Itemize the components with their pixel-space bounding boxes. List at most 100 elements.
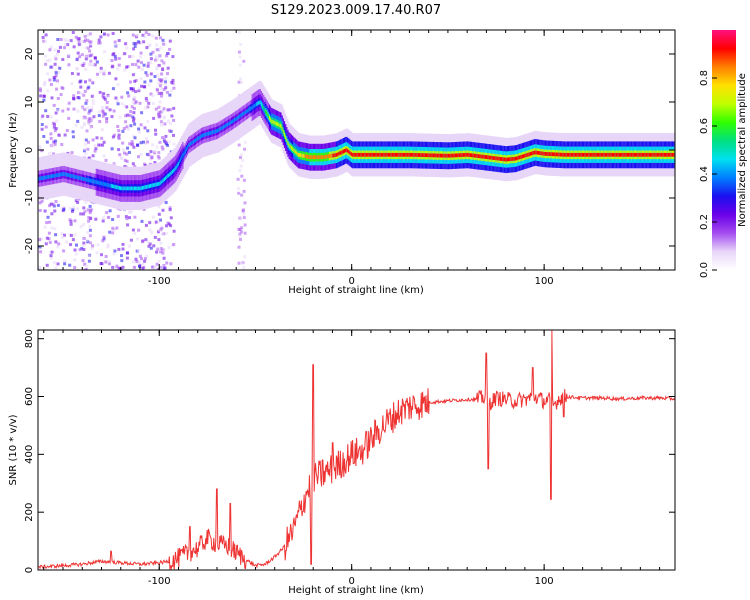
heatmap-cell [117,133,121,137]
heatmap-cell [237,50,241,54]
heatmap-cell [159,120,163,124]
heatmap-cell [353,152,356,157]
heatmap-cell [98,120,102,123]
heatmap-cell [51,121,55,125]
heatmap-cell [157,105,161,109]
heatmap-cell [131,33,135,37]
heatmap-cell [159,181,162,186]
heatmap-cell [88,32,92,36]
heatmap-cell [170,114,174,118]
heatmap-cell [435,153,438,158]
heatmap-cell [163,266,167,270]
heatmap-cell [242,266,246,269]
heatmap-cell [494,156,497,160]
heatmap-cell [108,183,111,188]
heatmap-cell [437,153,440,158]
heatmap-cell [242,216,246,220]
heatmap-cell [157,151,161,155]
heatmap-cell [595,152,598,157]
heatmap-cell [88,178,91,183]
heatmap-cell [292,147,295,151]
heatmap-cell [111,265,115,269]
heatmap-cell [42,135,46,138]
heatmap-cell [150,231,154,235]
heatmap-cell [580,152,583,157]
heatmap-cell [137,155,140,159]
heatmap-cell [106,95,110,99]
heatmap-cell [54,240,58,244]
heatmap-cell [239,153,243,157]
heatmap-cell [164,80,167,84]
heatmap-cell [134,100,138,104]
heatmap-cell [72,174,75,179]
heatmap-cell [132,119,136,123]
heatmap-cell [271,119,274,124]
heatmap-cell [386,152,389,157]
heatmap-cell [82,206,86,210]
heatmap-cell [101,143,105,147]
heatmap-cell [165,54,169,58]
heatmap-cell [166,108,170,112]
heatmap-cell [84,101,88,105]
heatmap-cell [671,152,675,157]
heatmap-cell [238,63,242,67]
heatmap-cell [82,237,85,241]
heatmap-cell [69,243,72,247]
heatmap-cell [238,228,242,232]
heatmap-cell [161,136,164,139]
heatmap-cell [152,215,155,219]
heatmap-cell [129,87,133,91]
heatmap-cell [137,89,141,93]
heatmap-cell [87,118,91,122]
heatmap-cell [210,131,213,135]
heatmap-cell [63,133,67,137]
heatmap-cell [159,36,162,40]
heatmap-cell [40,199,44,203]
heatmap-cell [137,228,141,232]
figure-title: S129.2023.009.17.40.R07 [271,3,441,18]
heatmap-cell [55,173,58,178]
heatmap-cell [62,172,65,176]
heatmap-cell [154,128,157,132]
heatmap-cell [85,129,89,133]
heatmap-cell [57,49,60,53]
heatmap-cell [134,90,138,94]
heatmap-cell [117,129,121,133]
heatmap-cell [166,66,170,70]
heatmap-cell [97,114,101,117]
heatmap-cell [102,216,105,220]
heatmap-cell [98,90,102,94]
heatmap-cell [160,94,163,98]
heatmap-cell [155,145,159,149]
heatmap-cell [93,144,97,148]
heatmap-cell [131,54,135,58]
heatmap-cell [125,105,129,109]
x-tick-label: 0 [349,576,355,587]
heatmap-cell [81,244,85,247]
heatmap-cell [154,58,157,62]
heatmap-cell [148,43,152,47]
heatmap-cell [121,129,125,133]
heatmap-cell [114,57,118,61]
heatmap-cell [133,186,136,191]
heatmap-cell [113,54,117,58]
heatmap-cell [160,180,163,185]
heatmap-cell [82,62,86,66]
heatmap-cell [158,54,162,57]
heatmap-cell [154,47,158,51]
heatmap-cell [54,139,57,143]
heatmap-cell [168,47,172,51]
heatmap-cell [172,86,176,90]
heatmap-cell [101,109,105,113]
heatmap-cell [78,55,82,59]
heatmap-cell [154,36,158,40]
heatmap-cell [160,87,163,91]
heatmap-cell [157,220,160,224]
heatmap-cell [142,208,146,211]
heatmap-cell [63,172,66,176]
heatmap-cell [128,142,132,146]
heatmap-cell [172,243,176,246]
heatmap-cell [86,147,90,151]
heatmap-cell [148,242,152,246]
